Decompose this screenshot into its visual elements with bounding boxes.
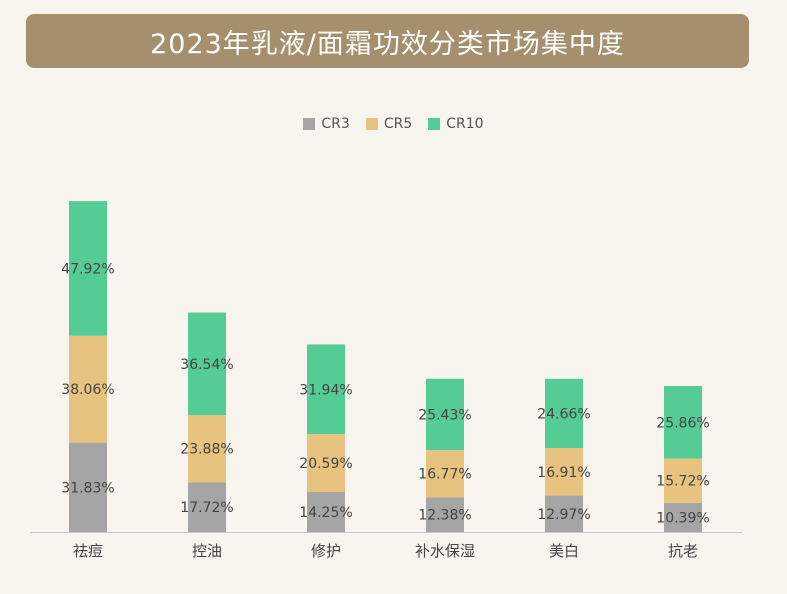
x-tick-label-5: 抗老 bbox=[668, 542, 698, 560]
bar-segment-cr3-3[interactable] bbox=[426, 497, 464, 532]
bar-segment-cr10-1[interactable] bbox=[188, 312, 226, 416]
legend-label-cr5: CR5 bbox=[383, 116, 413, 132]
bar-segment-cr10-2[interactable] bbox=[307, 344, 345, 435]
legend-item-cr5[interactable]: CR5 bbox=[365, 116, 413, 132]
legend-label-cr10: CR10 bbox=[446, 116, 484, 132]
bar-segment-cr10-3[interactable] bbox=[426, 378, 464, 451]
data-label-cr5-0: 38.06% bbox=[61, 382, 114, 398]
data-label-cr5-3: 16.77% bbox=[418, 467, 471, 483]
bar-segment-cr5-0[interactable] bbox=[69, 335, 107, 443]
legend-swatch-cr3 bbox=[303, 118, 316, 130]
legend-swatch-cr10 bbox=[428, 118, 441, 130]
data-label-cr10-3: 25.43% bbox=[418, 407, 471, 423]
data-label-cr5-5: 15.72% bbox=[656, 474, 709, 490]
data-label-cr3-2: 14.25% bbox=[299, 505, 352, 521]
chart-legend: CR3 CR5 CR10 bbox=[0, 113, 787, 135]
data-label-cr5-4: 16.91% bbox=[537, 465, 590, 481]
x-tick-label-0: 祛痘 bbox=[73, 542, 103, 560]
x-tick-label-1: 控油 bbox=[192, 542, 222, 560]
legend-item-cr10[interactable]: CR10 bbox=[428, 116, 484, 132]
bar-segment-cr5-1[interactable] bbox=[188, 415, 226, 483]
data-label-cr5-2: 20.59% bbox=[299, 456, 352, 472]
bar-segment-cr3-5[interactable] bbox=[664, 502, 702, 532]
bar-segment-cr5-3[interactable] bbox=[426, 450, 464, 498]
chart-title: 2023年乳液/面霜功效分类市场集中度 bbox=[150, 28, 625, 60]
x-tick-label-3: 补水保湿 bbox=[415, 542, 475, 560]
legend-label-cr3: CR3 bbox=[321, 116, 350, 132]
x-tick-label-2: 修护 bbox=[311, 542, 341, 560]
bar-segment-cr3-4[interactable] bbox=[545, 495, 583, 532]
data-label-cr3-1: 17.72% bbox=[180, 500, 233, 516]
data-label-cr10-0: 47.92% bbox=[61, 261, 114, 277]
bar-segment-cr10-4[interactable] bbox=[545, 378, 583, 449]
bar-segment-cr3-2[interactable] bbox=[307, 491, 345, 532]
legend-swatch-cr5 bbox=[365, 118, 378, 130]
bar-segment-cr3-0[interactable] bbox=[69, 442, 107, 532]
bar-segment-cr10-5[interactable] bbox=[664, 386, 702, 459]
data-label-cr3-5: 10.39% bbox=[656, 510, 709, 526]
data-label-cr3-0: 31.83% bbox=[61, 480, 114, 496]
bar-segment-cr10-0[interactable] bbox=[69, 201, 107, 336]
bar-segment-cr3-1[interactable] bbox=[188, 482, 226, 532]
bar-segment-cr5-2[interactable] bbox=[307, 434, 345, 492]
chart-title-bar: 2023年乳液/面霜功效分类市场集中度 bbox=[26, 14, 749, 68]
bar-segment-cr5-5[interactable] bbox=[664, 458, 702, 503]
data-label-cr10-5: 25.86% bbox=[656, 415, 709, 431]
data-label-cr5-1: 23.88% bbox=[180, 442, 233, 458]
x-tick-label-4: 美白 bbox=[549, 542, 579, 560]
legend-item-cr3[interactable]: CR3 bbox=[303, 116, 350, 132]
bar-segment-cr5-4[interactable] bbox=[545, 448, 583, 496]
data-label-cr10-4: 24.66% bbox=[537, 406, 590, 422]
data-label-cr3-3: 12.38% bbox=[418, 508, 471, 524]
data-label-cr3-4: 12.97% bbox=[537, 507, 590, 523]
data-label-cr10-2: 31.94% bbox=[299, 382, 352, 398]
data-label-cr10-1: 36.54% bbox=[180, 357, 233, 373]
